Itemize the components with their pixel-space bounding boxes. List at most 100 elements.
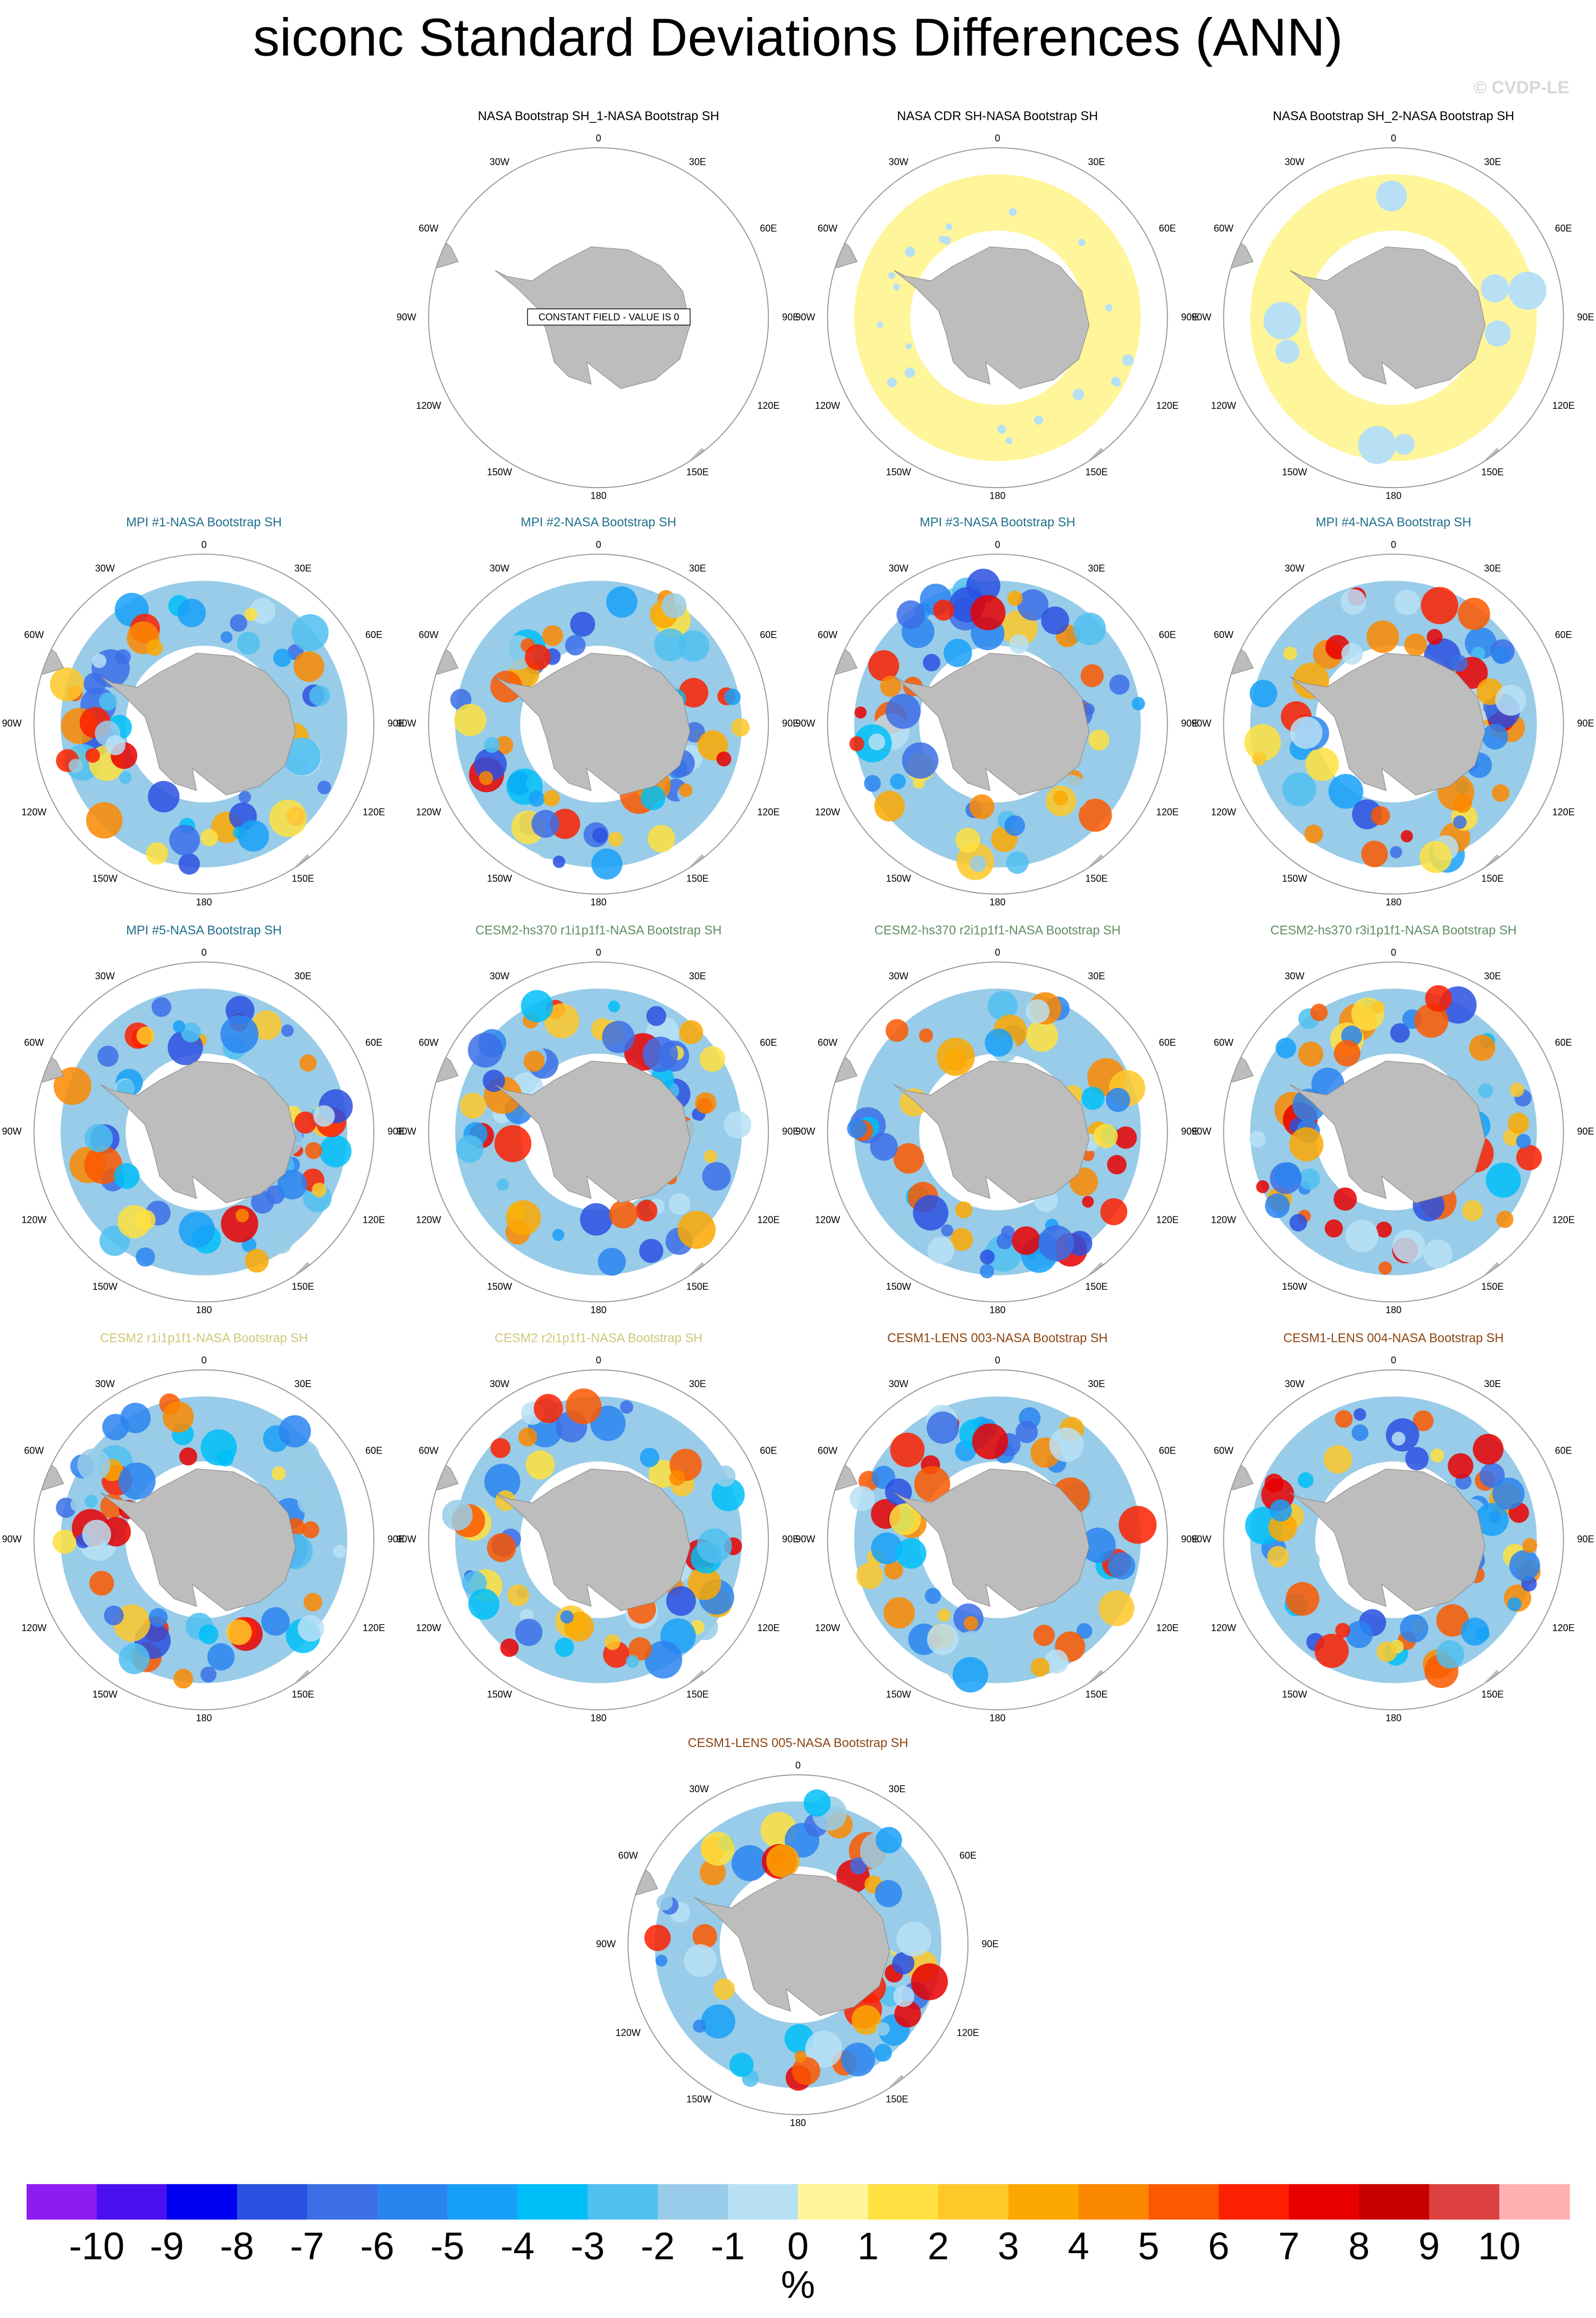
map-body xyxy=(827,174,1141,472)
field-patch xyxy=(598,1248,626,1276)
field-patch xyxy=(731,718,750,737)
map-panel: NASA Bootstrap SH_2-NASA Bootstrap SH 0 30… xyxy=(1191,110,1594,501)
panel-title: NASA Bootstrap SH_1-NASA Bootstrap SH xyxy=(478,110,719,123)
longitude-label: 120W xyxy=(416,807,441,818)
field-patch xyxy=(494,736,514,755)
field-patch xyxy=(1484,320,1511,347)
colorbar-tick-label: 8 xyxy=(1348,2225,1370,2268)
field-patch xyxy=(506,1200,541,1236)
panel-title: CESM2 r2i1p1f1-NASA Bootstrap SH xyxy=(494,1332,702,1346)
field-patch xyxy=(1391,1432,1406,1446)
field-patch xyxy=(1421,586,1458,625)
longitude-label: 60E xyxy=(1555,223,1572,234)
panel-title: CESM1-LENS 004-NASA Bootstrap SH xyxy=(1283,1332,1504,1346)
longitude-label: 90E xyxy=(981,1939,998,1950)
field-patch xyxy=(695,1092,717,1114)
field-patch xyxy=(1067,1231,1093,1256)
field-patch xyxy=(162,1401,194,1433)
field-patch xyxy=(1341,643,1363,665)
field-patch xyxy=(226,1619,252,1645)
panel-title: MPI #2-NASA Bootstrap SH xyxy=(520,516,676,530)
field-patch xyxy=(1082,1196,1094,1208)
map-body xyxy=(429,225,708,472)
field-patch xyxy=(972,1423,1009,1460)
field-patch xyxy=(640,1448,660,1467)
longitude-label: 120W xyxy=(815,1215,840,1225)
colorbar-tick-label: -1 xyxy=(711,2225,745,2268)
field-patch xyxy=(1053,791,1069,806)
longitude-label: 90E xyxy=(388,718,405,729)
map-body xyxy=(1223,985,1542,1286)
field-patch xyxy=(893,283,900,291)
field-patch xyxy=(454,703,486,736)
field-patch xyxy=(1345,1219,1379,1253)
longitude-label: 180 xyxy=(790,2118,806,2128)
longitude-label: 180 xyxy=(591,897,607,908)
field-patch xyxy=(1298,1168,1321,1190)
antarctica xyxy=(894,1468,1090,1611)
antarctica xyxy=(494,652,691,796)
field-patch xyxy=(220,1015,259,1054)
colorbar-box xyxy=(1359,2184,1430,2220)
field-patch xyxy=(896,600,926,629)
field-patch xyxy=(1252,752,1266,766)
field-patch xyxy=(515,1618,543,1646)
field-patch xyxy=(1436,1604,1469,1637)
field-patch xyxy=(1290,1194,1304,1208)
field-patch xyxy=(542,625,564,646)
field-patch xyxy=(1026,1019,1059,1052)
field-patch xyxy=(442,1500,473,1531)
panel-title: NASA CDR SH-NASA Bootstrap SH xyxy=(897,110,1098,123)
field-patch xyxy=(178,853,200,875)
field-patch xyxy=(678,783,693,797)
longitude-label: 60E xyxy=(760,223,777,234)
longitude-label: 0 xyxy=(596,1355,601,1366)
field-patch xyxy=(1351,1424,1368,1441)
field-patch xyxy=(905,343,912,350)
panel-title: CESM1-LENS 005-NASA Bootstrap SH xyxy=(688,1736,909,1750)
colorbar-box xyxy=(938,2184,1009,2220)
longitude-label: 90W xyxy=(795,1126,815,1137)
map-border xyxy=(1223,1369,1564,1710)
field-patch xyxy=(52,1530,77,1554)
longitude-label: 120W xyxy=(1211,400,1236,411)
map-border xyxy=(1223,147,1564,489)
longitude-label: 150W xyxy=(1282,467,1307,477)
field-patch xyxy=(468,1032,503,1068)
longitude-label: 150E xyxy=(886,2094,908,2105)
field-patch xyxy=(893,1143,924,1174)
longitude-label: 150E xyxy=(292,874,314,884)
longitude-label: 60W xyxy=(1214,223,1233,234)
field-patch xyxy=(99,692,117,711)
field-patch xyxy=(1346,1620,1373,1648)
longitude-label: 90E xyxy=(1577,1534,1594,1544)
longitude-label: 150E xyxy=(1481,1281,1503,1292)
field-patch xyxy=(701,1832,735,1866)
map-panel: CESM2 r2i1p1f1-NASA Bootstrap SH 0 30E 60E 9… xyxy=(397,1332,799,1724)
field-patch xyxy=(1026,999,1050,1023)
field-patch xyxy=(120,1402,151,1433)
field-patch xyxy=(484,1464,520,1500)
colorbar-box xyxy=(237,2184,308,2220)
field-patch xyxy=(927,1623,959,1655)
longitude-label: 180 xyxy=(1385,491,1401,501)
longitude-label: 90E xyxy=(782,718,799,729)
longitude-label: 0 xyxy=(995,539,1000,550)
longitude-label: 120E xyxy=(757,400,779,411)
longitude-label: 60W xyxy=(24,1445,44,1456)
field-patch xyxy=(1105,304,1113,312)
field-patch xyxy=(609,1200,638,1229)
colorbar-tick-label: -9 xyxy=(150,2225,184,2268)
field-patch xyxy=(207,1643,235,1671)
longitude-label: 30W xyxy=(1284,157,1304,167)
field-patch xyxy=(716,751,732,767)
field-patch xyxy=(1335,1410,1353,1428)
longitude-label: 60E xyxy=(365,1445,382,1456)
longitude-label: 180 xyxy=(989,491,1005,501)
field-patch xyxy=(543,790,560,807)
longitude-label: 120W xyxy=(21,1215,46,1225)
field-patch xyxy=(1430,1448,1444,1463)
field-patch xyxy=(1508,272,1547,310)
field-patch xyxy=(1400,830,1413,843)
longitude-label: 60W xyxy=(818,1445,837,1456)
